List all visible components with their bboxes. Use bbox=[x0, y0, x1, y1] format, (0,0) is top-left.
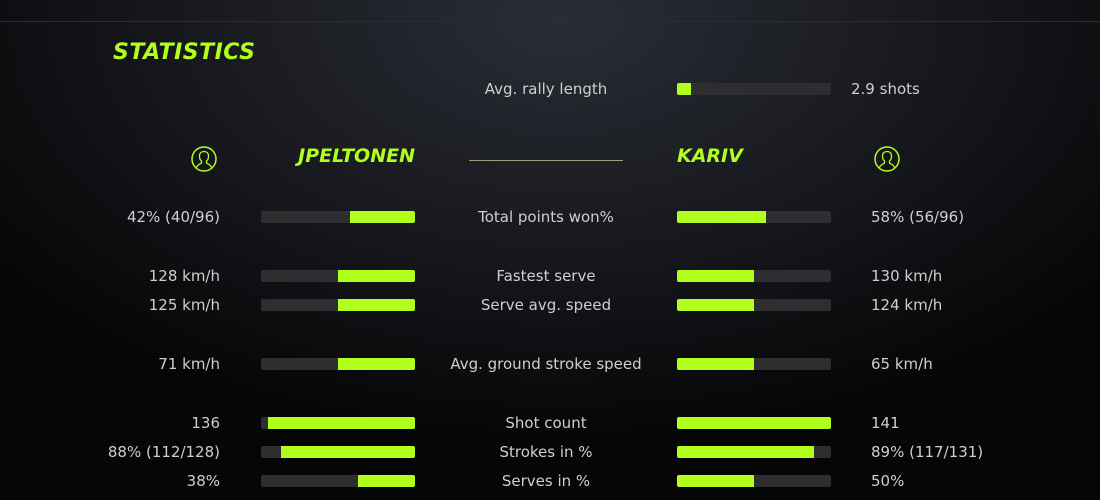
left-value: 136 bbox=[191, 414, 220, 432]
player-left-name: JPELTONEN bbox=[298, 145, 415, 167]
stat-row: 128 km/h Fastest serve 130 km/h bbox=[0, 266, 1100, 286]
left-value: 42% (40/96) bbox=[126, 208, 220, 226]
right-bar-fill bbox=[677, 358, 754, 370]
left-value: 38% bbox=[186, 472, 220, 490]
left-value: 128 km/h bbox=[148, 267, 220, 285]
left-bar-fill bbox=[338, 270, 415, 282]
stat-row: 38% Serves in % 50% bbox=[0, 471, 1100, 491]
stat-row: 88% (112/128) Strokes in % 89% (117/131) bbox=[0, 442, 1100, 462]
right-bar-fill bbox=[677, 211, 767, 223]
left-value: 125 km/h bbox=[148, 296, 220, 314]
left-bar bbox=[261, 446, 415, 458]
left-bar bbox=[261, 211, 415, 223]
left-bar-fill bbox=[338, 358, 415, 370]
stat-row: 42% (40/96) Total points won% 58% (56/96… bbox=[0, 207, 1100, 227]
stat-label: Serve avg. speed bbox=[480, 296, 612, 314]
right-value: 141 bbox=[871, 414, 900, 432]
left-bar-fill bbox=[267, 417, 415, 429]
right-value: 130 km/h bbox=[871, 267, 943, 285]
left-bar bbox=[261, 299, 415, 311]
stat-label: Total points won% bbox=[478, 208, 614, 226]
left-bar bbox=[261, 475, 415, 487]
right-bar-fill bbox=[677, 299, 754, 311]
right-bar bbox=[677, 299, 831, 311]
right-bar-fill bbox=[677, 475, 754, 487]
top-divider bbox=[0, 21, 1100, 22]
stat-label: Fastest serve bbox=[496, 267, 596, 285]
stat-label: Serves in % bbox=[501, 472, 591, 490]
stat-row: 136 Shot count 141 bbox=[0, 413, 1100, 433]
stat-row: 71 km/h Avg. ground stroke speed 65 km/h bbox=[0, 354, 1100, 374]
user-avatar-icon bbox=[874, 146, 900, 172]
right-value: 65 km/h bbox=[871, 355, 933, 373]
right-value: 58% (56/96) bbox=[871, 208, 965, 226]
rally-label: Avg. rally length bbox=[484, 80, 608, 98]
stat-label: Avg. ground stroke speed bbox=[450, 355, 642, 373]
stat-row: 125 km/h Serve avg. speed 124 km/h bbox=[0, 295, 1100, 315]
right-value: 50% bbox=[871, 472, 905, 490]
right-bar bbox=[677, 211, 831, 223]
right-bar bbox=[677, 446, 831, 458]
left-bar-fill bbox=[281, 446, 415, 458]
right-bar bbox=[677, 270, 831, 282]
right-bar bbox=[677, 417, 831, 429]
left-bar-fill bbox=[338, 299, 415, 311]
header-divider bbox=[469, 160, 623, 161]
left-bar bbox=[261, 417, 415, 429]
left-value: 71 km/h bbox=[158, 355, 220, 373]
stat-label: Shot count bbox=[505, 414, 587, 432]
left-value: 88% (112/128) bbox=[107, 443, 220, 461]
rally-bar bbox=[677, 83, 831, 95]
right-bar bbox=[677, 475, 831, 487]
rally-bar-fill bbox=[677, 83, 691, 95]
left-bar bbox=[261, 270, 415, 282]
left-bar bbox=[261, 358, 415, 370]
left-bar-fill bbox=[358, 475, 415, 487]
left-bar-fill bbox=[350, 211, 415, 223]
stat-label: Strokes in % bbox=[499, 443, 593, 461]
right-value: 124 km/h bbox=[871, 296, 943, 314]
right-bar bbox=[677, 358, 831, 370]
right-bar-fill bbox=[677, 270, 754, 282]
right-bar-fill bbox=[677, 446, 815, 458]
user-avatar-icon bbox=[191, 146, 217, 172]
player-right-name: KARIV bbox=[677, 145, 743, 167]
page-title: STATISTICS bbox=[113, 40, 256, 65]
rally-value: 2.9 shots bbox=[851, 80, 920, 98]
rally-row: Avg. rally length 2.9 shots bbox=[0, 79, 1100, 99]
right-value: 89% (117/131) bbox=[871, 443, 984, 461]
right-bar-fill bbox=[677, 417, 831, 429]
